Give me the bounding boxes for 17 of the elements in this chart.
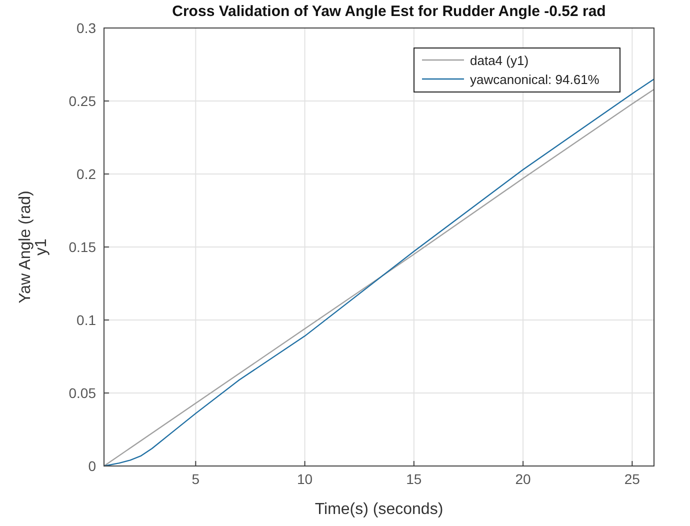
y-tick-label: 0 [88,458,96,474]
y-axis-title: Yaw Angle (rad) y1 [17,190,50,304]
legend-label: data4 (y1) [470,53,529,68]
y-tick-label: 0.15 [68,239,96,255]
y-tick-label: 0.1 [76,312,96,328]
legend-label: yawcanonical: 94.61% [470,72,600,87]
y-tick-label: 0.3 [76,20,96,36]
x-tick-label: 5 [192,471,200,487]
x-tick-label: 10 [297,471,313,487]
y-tick-label: 0.25 [68,93,96,109]
x-axis-title: Time(s) (seconds) [314,501,444,518]
x-tick-label: 15 [406,471,422,487]
chart-title: Cross Validation of Yaw Angle Est for Rudder Angle -0.52 rad [172,3,606,20]
y-tick-label: 0.2 [76,166,96,182]
y-tick-label: 0.05 [68,385,96,401]
x-tick-label: 25 [624,471,640,487]
x-tick-label: 20 [515,471,532,487]
